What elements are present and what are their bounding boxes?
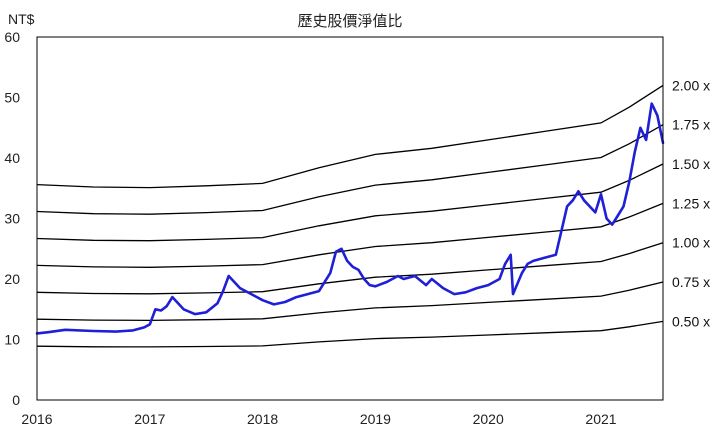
band-label-4: 1.00 x — [672, 235, 710, 251]
band-label-0: 2.00 x — [672, 77, 710, 93]
band-lines — [36, 84, 664, 348]
band-line-0 — [36, 84, 664, 189]
band-labels: 2.00 x 1.75 x 1.50 x 1.25 x 1.00 x 0.75 x 0.50… — [672, 77, 710, 329]
y-tick-labels: 0 10 20 30 40 50 60 — [4, 29, 20, 408]
axes — [36, 36, 664, 401]
band-label-1: 1.75 x — [672, 117, 710, 133]
band-line-1 — [36, 124, 664, 215]
band-line-6 — [36, 320, 664, 348]
x-tick-label-2: 2018 — [247, 411, 278, 427]
y-tick-label-4: 40 — [4, 150, 20, 166]
band-label-2: 1.50 x — [672, 156, 710, 172]
y-tick-label-1: 10 — [4, 332, 20, 348]
y-unit-label: NT$ — [8, 11, 35, 27]
band-label-5: 0.75 x — [672, 274, 710, 290]
band-line-2 — [36, 163, 664, 242]
price-series — [35, 102, 665, 335]
x-tick-label-1: 2017 — [134, 411, 165, 427]
y-tick-label-2: 20 — [4, 271, 20, 287]
band-line-5 — [36, 281, 664, 322]
x-tick-label-4: 2020 — [473, 411, 504, 427]
price-line — [35, 102, 665, 335]
y-tick-label-0: 0 — [12, 392, 20, 408]
x-tick-labels: 2016 2017 2018 2019 2020 2021 — [21, 411, 616, 427]
x-tick-label-3: 2019 — [360, 411, 391, 427]
x-tick-label-0: 2016 — [21, 411, 52, 427]
band-label-3: 1.25 x — [672, 195, 710, 211]
band-line-3 — [36, 202, 664, 268]
x-tick-label-5: 2021 — [585, 411, 616, 427]
y-tick-label-6: 60 — [4, 29, 20, 45]
plot-frame — [36, 36, 664, 401]
band-line-4 — [36, 242, 664, 295]
y-tick-label-5: 50 — [4, 90, 20, 106]
chart-title: 歷史股價淨值比 — [297, 12, 402, 30]
y-tick-label-3: 30 — [4, 211, 20, 227]
band-label-6: 0.50 x — [672, 313, 710, 329]
